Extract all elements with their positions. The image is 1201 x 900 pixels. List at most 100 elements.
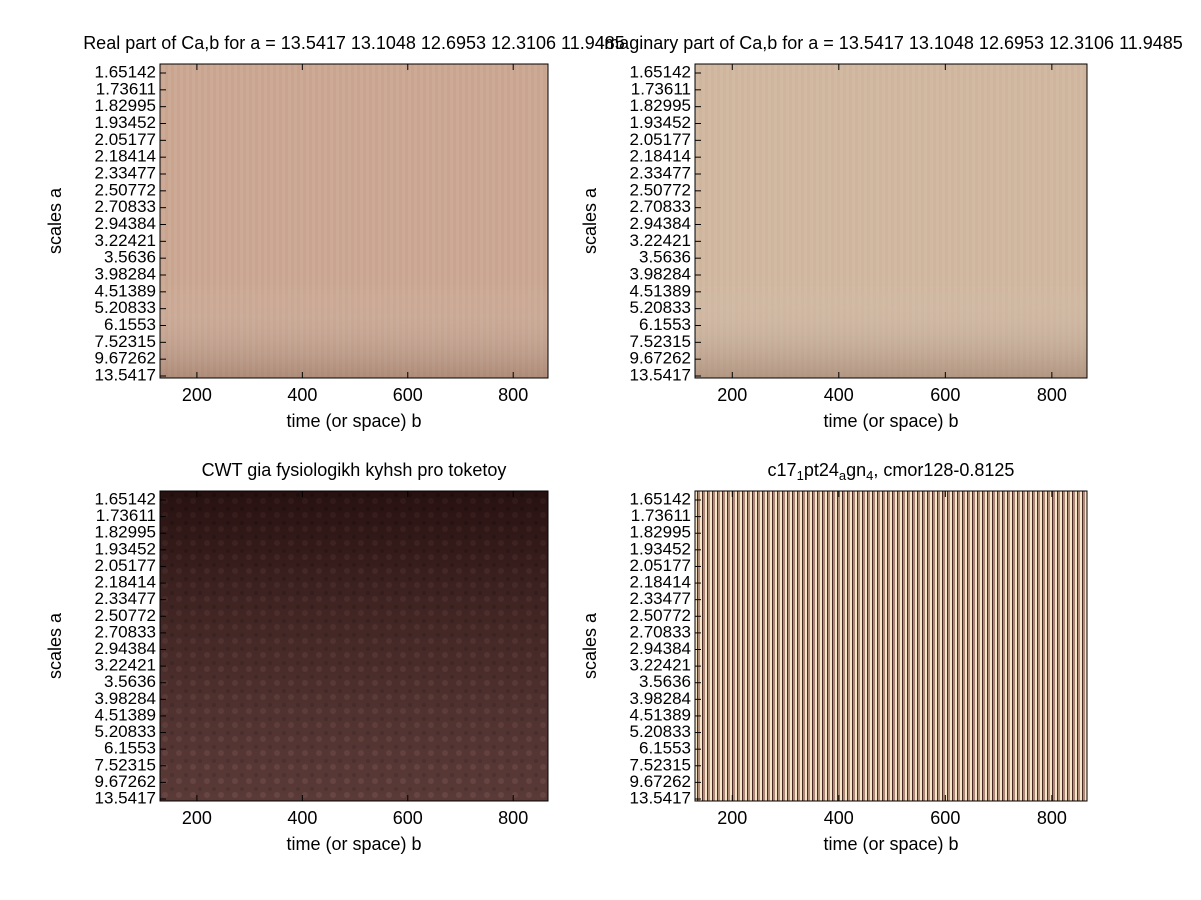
y-tick-label: 5.20833 (630, 298, 691, 317)
y-tick-label: 2.50772 (630, 606, 691, 625)
y-tick-label: 13.5417 (95, 788, 156, 807)
y-tick-label: 3.5636 (104, 248, 156, 267)
y-tick-label: 2.50772 (630, 180, 691, 199)
x-tick-label: 400 (824, 808, 854, 828)
y-tick-label: 1.65142 (630, 62, 691, 81)
x-tick-label: 800 (1037, 385, 1067, 405)
x-axis-label: time (or space) b (823, 411, 958, 431)
y-tick-label: 1.82995 (95, 96, 156, 115)
x-tick-label: 200 (182, 808, 212, 828)
x-tick-label: 600 (393, 385, 423, 405)
y-axis-label: scales a (45, 612, 65, 679)
y-tick-label: 6.1553 (104, 315, 156, 334)
y-tick-label: 4.51389 (630, 705, 691, 724)
y-tick-label: 3.98284 (95, 264, 156, 283)
y-tick-label: 5.20833 (95, 298, 156, 317)
axes-box (159, 63, 549, 379)
y-tick-label: 4.51389 (95, 281, 156, 300)
x-tick-label: 600 (930, 385, 960, 405)
y-tick-label: 6.1553 (639, 315, 691, 334)
title-part: 1 (797, 468, 804, 483)
y-tick-label: 1.73611 (96, 506, 156, 525)
x-tick-label: 800 (1037, 808, 1067, 828)
chart-title: c171pt24agn4, cmor128-0.8125 (768, 460, 1015, 484)
y-tick-label: 3.98284 (95, 689, 156, 708)
y-tick-label: 3.22421 (95, 231, 156, 250)
y-tick-label: 2.50772 (95, 180, 156, 199)
y-tick-label: 9.67262 (630, 349, 691, 368)
y-tick-label: 2.94384 (630, 214, 691, 233)
y-tick-label: 1.82995 (95, 523, 156, 542)
x-tick-label: 600 (393, 808, 423, 828)
chart-title: CWT gia fysiologikh kyhsh pro toketoy (202, 460, 507, 480)
y-tick-label: 1.65142 (630, 489, 691, 508)
y-tick-label: 13.5417 (630, 365, 691, 384)
y-tick-label: 1.73611 (96, 79, 156, 98)
title-part: a (839, 468, 847, 483)
y-tick-label: 2.33477 (630, 589, 691, 608)
y-tick-label: 1.93452 (95, 539, 156, 558)
y-tick-label: 7.52315 (630, 755, 691, 774)
y-tick-label: 3.98284 (630, 689, 691, 708)
axes-box (694, 63, 1088, 379)
x-axis-label: time (or space) b (823, 834, 958, 854)
y-tick-label: 1.73611 (631, 79, 691, 98)
y-tick-label: 9.67262 (95, 349, 156, 368)
y-tick-label: 2.05177 (630, 130, 691, 149)
y-tick-label: 1.93452 (95, 113, 156, 132)
y-tick-label: 4.51389 (95, 705, 156, 724)
axes-box (159, 490, 549, 802)
y-tick-label: 5.20833 (95, 722, 156, 741)
y-tick-label: 6.1553 (104, 739, 156, 758)
y-tick-label: 2.33477 (95, 589, 156, 608)
y-tick-label: 1.82995 (630, 96, 691, 115)
y-tick-label: 2.70833 (95, 622, 156, 641)
y-tick-label: 6.1553 (639, 739, 691, 758)
y-tick-label: 3.22421 (630, 656, 691, 675)
heatmap-texture (695, 491, 1087, 801)
y-tick-label: 2.33477 (630, 163, 691, 182)
x-axis-label: time (or space) b (286, 834, 421, 854)
title-part: gn (846, 460, 866, 480)
y-tick-label: 2.18414 (630, 147, 691, 166)
y-tick-label: 13.5417 (630, 788, 691, 807)
y-tick-label: 1.82995 (630, 523, 691, 542)
title-part: 4 (866, 468, 873, 483)
y-tick-label: 2.05177 (95, 130, 156, 149)
heatmap-texture (695, 64, 1087, 378)
y-tick-label: 9.67262 (95, 772, 156, 791)
y-tick-label: 7.52315 (95, 332, 156, 351)
chart-title: Real part of Ca,b for a = 13.5417 13.104… (83, 33, 625, 53)
y-tick-label: 9.67262 (630, 772, 691, 791)
y-axis-label: scales a (580, 612, 600, 679)
y-tick-label: 1.93452 (630, 113, 691, 132)
y-tick-label: 7.52315 (95, 755, 156, 774)
heatmap-texture (160, 64, 548, 378)
y-tick-label: 5.20833 (630, 722, 691, 741)
y-tick-label: 1.73611 (631, 506, 691, 525)
y-tick-label: 3.5636 (639, 248, 691, 267)
y-tick-label: 2.70833 (95, 197, 156, 216)
heatmap-texture (160, 491, 548, 801)
y-tick-label: 13.5417 (95, 365, 156, 384)
title-part: c17 (768, 460, 797, 480)
x-tick-label: 600 (930, 808, 960, 828)
y-tick-label: 3.22421 (630, 231, 691, 250)
x-tick-label: 400 (824, 385, 854, 405)
x-tick-label: 800 (498, 808, 528, 828)
y-tick-label: 2.70833 (630, 197, 691, 216)
y-tick-label: 2.94384 (630, 639, 691, 658)
x-tick-label: 400 (287, 385, 317, 405)
y-tick-label: 1.93452 (630, 539, 691, 558)
axes-box (694, 490, 1088, 802)
y-tick-label: 2.18414 (95, 573, 156, 592)
y-tick-label: 7.52315 (630, 332, 691, 351)
y-tick-label: 2.94384 (95, 639, 156, 658)
y-tick-label: 2.50772 (95, 606, 156, 625)
x-tick-label: 200 (717, 808, 747, 828)
title-part: , cmor128-0.8125 (873, 460, 1014, 480)
y-axis-label: scales a (580, 187, 600, 254)
y-tick-label: 2.18414 (95, 147, 156, 166)
